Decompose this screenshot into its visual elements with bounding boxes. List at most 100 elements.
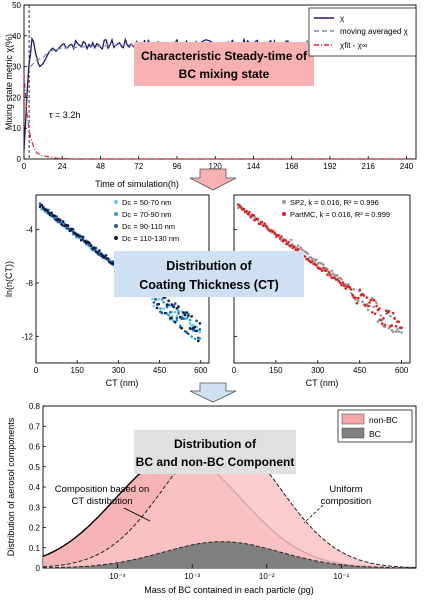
data-point bbox=[187, 314, 190, 317]
banner-line-1: Distribution of bbox=[174, 437, 257, 451]
data-point bbox=[350, 288, 353, 291]
data-point bbox=[313, 260, 317, 263]
data-point bbox=[400, 326, 403, 330]
data-point bbox=[197, 339, 200, 343]
data-point bbox=[193, 325, 197, 329]
data-point bbox=[306, 257, 310, 261]
data-point bbox=[98, 249, 101, 252]
data-point bbox=[50, 211, 53, 215]
series-group bbox=[236, 203, 403, 334]
annotation-ct-based-2: CT distribution bbox=[71, 496, 132, 507]
data-point bbox=[303, 255, 307, 258]
data-point bbox=[162, 300, 165, 304]
data-point bbox=[297, 248, 300, 251]
data-point bbox=[292, 245, 296, 248]
data-point bbox=[198, 330, 202, 334]
data-point bbox=[400, 331, 403, 334]
data-point bbox=[94, 250, 98, 253]
data-point bbox=[365, 296, 369, 299]
x-tick-label: 150 bbox=[269, 366, 283, 375]
x-tick-label: 600 bbox=[395, 366, 409, 375]
banner-box bbox=[134, 430, 296, 474]
legend-box bbox=[308, 7, 417, 57]
data-point bbox=[180, 326, 184, 330]
data-point bbox=[53, 214, 57, 218]
data-point bbox=[48, 213, 52, 217]
axes: 0 150 300 450 600 bbox=[232, 229, 409, 375]
data-point bbox=[375, 304, 378, 308]
data-point bbox=[183, 313, 187, 317]
data-point bbox=[47, 211, 50, 214]
x-tick-label: 450 bbox=[353, 366, 367, 375]
legend-label-non-bc: non-BC bbox=[369, 415, 398, 425]
data-point bbox=[297, 244, 300, 247]
data-point bbox=[368, 301, 371, 304]
data-point bbox=[372, 298, 376, 302]
data-point bbox=[245, 209, 248, 213]
legend-label-bc: BC bbox=[369, 429, 381, 439]
data-point bbox=[357, 296, 360, 300]
banner-box bbox=[114, 251, 304, 297]
data-point bbox=[264, 225, 268, 228]
annotation-leader-uniform bbox=[303, 504, 324, 524]
x-tick-label: 120 bbox=[209, 162, 223, 171]
data-point bbox=[165, 303, 169, 306]
data-point bbox=[42, 206, 45, 210]
data-point bbox=[45, 209, 48, 212]
x-tick-label: 300 bbox=[311, 366, 325, 375]
data-point bbox=[322, 263, 325, 267]
legend: Dc = 50-70 nm Dc = 70-90 nm Dc = 90-110 nm… bbox=[114, 198, 179, 243]
data-point bbox=[371, 296, 374, 300]
data-point bbox=[378, 307, 381, 310]
data-point bbox=[358, 288, 362, 292]
data-point bbox=[336, 273, 339, 277]
data-point bbox=[73, 232, 76, 235]
data-point bbox=[310, 260, 314, 263]
x-tick-label: 600 bbox=[194, 366, 208, 375]
data-point bbox=[376, 320, 380, 323]
data-point bbox=[96, 251, 100, 255]
legend-label: Dc = 70-90 nm bbox=[122, 210, 171, 219]
data-point bbox=[159, 307, 162, 310]
y-tick-label: 20 bbox=[12, 93, 21, 102]
data-point bbox=[347, 283, 350, 286]
data-point bbox=[394, 330, 398, 333]
legend-label: PartMC, k = 0.016, R² = 0.999 bbox=[290, 210, 390, 219]
data-point bbox=[40, 204, 44, 207]
data-point bbox=[357, 299, 360, 303]
series-line-moving-avg bbox=[29, 42, 407, 68]
data-point bbox=[372, 305, 376, 309]
data-point bbox=[188, 322, 192, 325]
data-point bbox=[393, 317, 396, 320]
data-point bbox=[242, 207, 246, 211]
legend: non-BC BC bbox=[337, 409, 413, 443]
data-point bbox=[88, 241, 91, 245]
data-point bbox=[157, 302, 160, 306]
annotation-uniform-2: composition bbox=[321, 496, 372, 507]
data-point bbox=[58, 218, 62, 222]
data-point bbox=[195, 319, 198, 323]
data-point bbox=[364, 303, 367, 307]
y-tick-label: -8 bbox=[26, 279, 34, 288]
legend-marker bbox=[114, 212, 118, 216]
data-point bbox=[175, 307, 179, 310]
data-point bbox=[382, 317, 385, 320]
data-point bbox=[167, 313, 170, 317]
data-point bbox=[101, 254, 104, 258]
data-point bbox=[387, 326, 391, 330]
data-point bbox=[299, 246, 303, 249]
data-point bbox=[248, 210, 251, 214]
data-point bbox=[389, 314, 392, 318]
data-point bbox=[93, 248, 96, 252]
x-tick-label: 72 bbox=[134, 162, 143, 171]
tau-annotation: τ = 3.2h bbox=[49, 110, 80, 120]
data-point bbox=[361, 300, 364, 304]
x-tick-label: 24 bbox=[58, 162, 67, 171]
x-tick-label: 216 bbox=[362, 162, 376, 171]
data-point bbox=[170, 303, 174, 306]
data-point bbox=[340, 284, 343, 287]
y-tick-label: 10 bbox=[12, 124, 21, 133]
data-point bbox=[397, 320, 401, 324]
data-point bbox=[177, 305, 180, 309]
